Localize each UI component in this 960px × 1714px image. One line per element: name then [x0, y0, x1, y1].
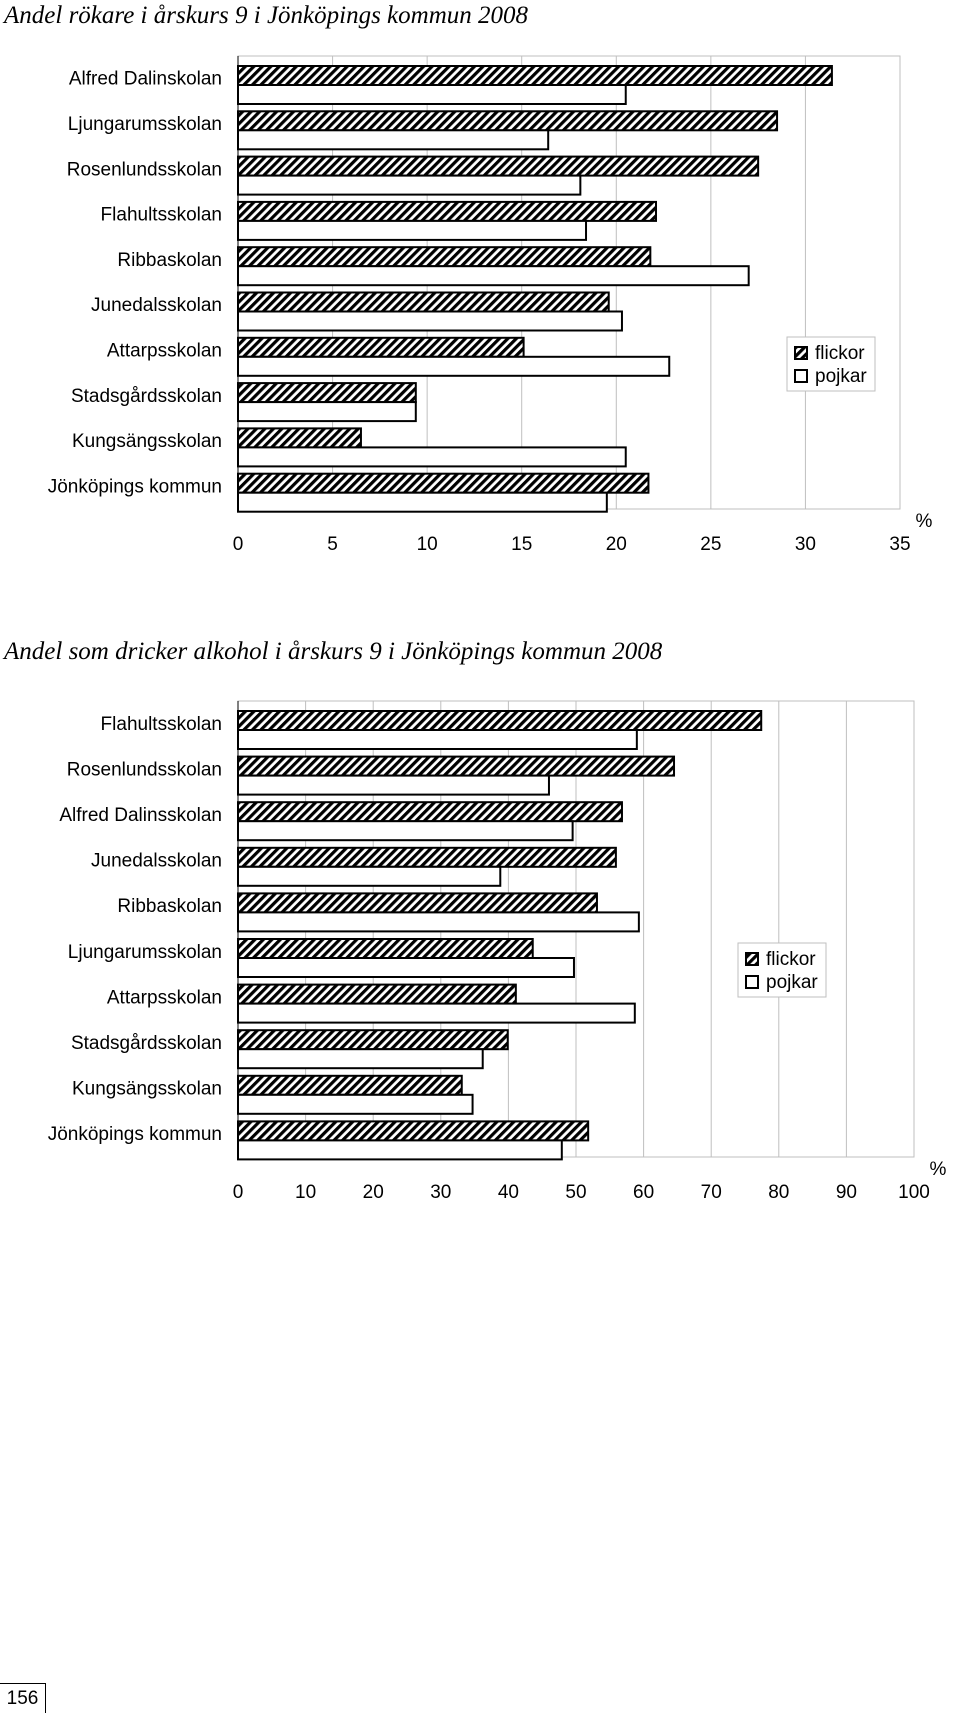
category-label: Flahultsskolan: [101, 714, 222, 735]
x-tick-label: 35: [889, 534, 910, 555]
page-number: 156: [0, 1683, 46, 1713]
x-tick-label: 0: [233, 1182, 244, 1203]
bar-pojkar: [237, 265, 750, 287]
bar-flickor: [237, 246, 652, 268]
category-label: Ljungarumsskolan: [68, 942, 222, 963]
bar-flickor: [237, 65, 833, 86]
bar-flickor: [237, 801, 623, 823]
alcohol-bar-chart: Flahultsskolan Rosenlundsskolan Alfred Dal…: [48, 700, 947, 1203]
bar-pojkar: [237, 355, 671, 377]
category-label: Alfred Dalinskolan: [69, 69, 222, 90]
bar-flickor: [237, 1120, 590, 1142]
x-tick-label: 15: [511, 534, 532, 555]
bar-flickor: [237, 472, 650, 494]
bar-pojkar: [237, 446, 627, 468]
category-label: Kungsängsskolan: [72, 1079, 222, 1100]
x-tick-label: 5: [327, 534, 338, 555]
category-label: Flahultsskolan: [101, 205, 222, 226]
bar-pojkar: [237, 957, 575, 978]
bar-flickor: [237, 983, 517, 1005]
x-tick-label: 70: [701, 1182, 722, 1203]
x-tick-label: 10: [417, 534, 438, 555]
bar-pojkar: [237, 1093, 474, 1115]
bar-pojkar: [237, 774, 550, 796]
bar-flickor: [237, 200, 658, 222]
bar-flickor: [237, 110, 779, 132]
x-tick-label: 90: [836, 1182, 857, 1203]
x-tick-label: 60: [633, 1182, 654, 1203]
category-label: Attarpsskolan: [107, 987, 222, 1008]
x-tick-label: 80: [768, 1182, 789, 1203]
bar-pojkar: [237, 491, 608, 513]
bar-pojkar: [237, 820, 574, 842]
category-label: Ljungarumsskolan: [68, 114, 222, 135]
category-label: Junedalsskolan: [91, 851, 222, 872]
category-label: Kungsängsskolan: [72, 431, 222, 452]
bar-flickor: [237, 755, 676, 777]
category-label: Stadsgårdsskolan: [71, 1033, 222, 1054]
legend-label-pojkar: pojkar: [815, 366, 867, 387]
legend-label-flickor: flickor: [766, 949, 816, 970]
category-label: Rosenlundsskolan: [67, 159, 222, 180]
bar-pojkar: [237, 911, 640, 933]
x-axis-unit-label: %: [916, 511, 933, 532]
x-tick-label: 100: [898, 1182, 930, 1203]
category-label: Junedalsskolan: [91, 295, 222, 316]
legend-label-flickor: flickor: [815, 343, 865, 364]
legend-swatch-flickor: [794, 346, 808, 360]
bar-pojkar: [237, 865, 502, 887]
x-tick-label: 0: [233, 534, 244, 555]
category-label: Rosenlundsskolan: [67, 759, 222, 780]
x-axis-unit-label: %: [930, 1159, 947, 1180]
bar-flickor: [237, 336, 525, 358]
bar-pojkar: [237, 219, 588, 241]
category-label: Jönköpings kommun: [48, 1124, 222, 1145]
x-tick-label: 40: [498, 1182, 519, 1203]
x-tick-label: 10: [295, 1182, 316, 1203]
x-tick-label: 30: [795, 534, 816, 555]
legend-swatch-pojkar: [745, 975, 759, 989]
legend-swatch-pojkar: [794, 369, 808, 383]
bar-pojkar: [237, 1002, 636, 1024]
bar-pojkar: [237, 310, 623, 332]
bar-flickor: [237, 1074, 463, 1096]
bar-flickor: [237, 427, 362, 449]
category-label: Alfred Dalinsskolan: [59, 805, 222, 826]
bar-flickor: [237, 1029, 509, 1051]
bar-flickor: [237, 155, 760, 177]
category-label: Attarpsskolan: [107, 340, 222, 361]
category-label: Jönköpings kommun: [48, 476, 222, 497]
bar-flickor: [237, 938, 534, 959]
bar-flickor: [237, 382, 417, 404]
chart-title-alcohol: Andel som dricker alkohol i årskurs 9 i …: [4, 638, 663, 665]
legend-swatch-flickor: [745, 952, 759, 966]
bar-pojkar: [237, 729, 638, 750]
bar-flickor: [237, 846, 617, 868]
chart-title-smokers: Andel rökare i årskurs 9 i Jönköpings ko…: [4, 2, 529, 29]
smokers-bar-chart: Alfred Dalinskolan Ljungarumsskolan Rosenl…: [48, 55, 933, 555]
x-tick-label: 25: [700, 534, 721, 555]
legend-label-pojkar: pojkar: [766, 972, 818, 993]
x-tick-label: 50: [565, 1182, 586, 1203]
bar-pojkar: [237, 84, 627, 105]
bar-flickor: [237, 892, 598, 914]
x-tick-label: 20: [606, 534, 627, 555]
bar-pojkar: [237, 401, 417, 423]
bar-pojkar: [237, 129, 550, 151]
bar-pojkar: [237, 1048, 484, 1070]
bar-flickor: [237, 291, 610, 313]
bar-flickor: [237, 710, 763, 731]
category-label: Stadsgårdsskolan: [71, 386, 222, 407]
category-label: Ribbaskolan: [117, 250, 222, 271]
bar-pojkar: [237, 1139, 563, 1161]
x-tick-label: 20: [363, 1182, 384, 1203]
bar-pojkar: [237, 174, 582, 196]
category-label: Ribbaskolan: [117, 896, 222, 917]
x-tick-label: 30: [430, 1182, 451, 1203]
